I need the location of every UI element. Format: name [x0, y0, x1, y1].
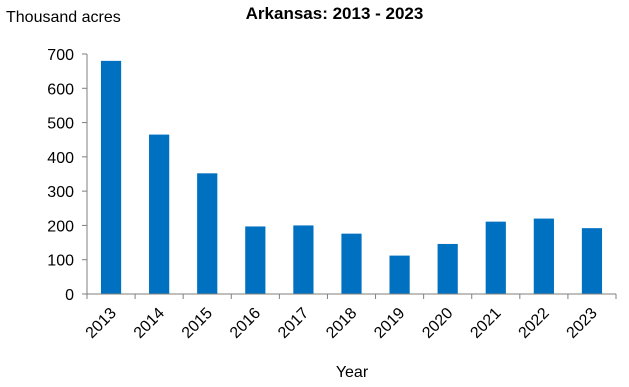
bar-2015	[197, 173, 218, 294]
y-axis: 0 100 200 300 400 500 600 700	[47, 47, 88, 304]
x-tick-label: 2016	[227, 305, 264, 342]
bar-2022	[533, 218, 554, 294]
bar-2013	[100, 60, 122, 294]
y-tick-label: 0	[65, 287, 74, 304]
chart-title: Arkansas: 2013 - 2023	[245, 4, 424, 23]
x-tick-label: 2021	[467, 305, 504, 342]
y-tick-label: 400	[47, 150, 74, 167]
x-tick-label: 2017	[275, 305, 312, 342]
bar-2021	[485, 221, 506, 294]
x-tick-label: 2022	[516, 305, 553, 342]
x-axis: 2013 2014 2015 2016 2017 2018 2019 2020 2021 2022…	[83, 293, 617, 342]
x-tick-label: 2023	[564, 305, 601, 342]
x-tick-label: 2019	[371, 305, 408, 342]
bar-2023	[581, 228, 603, 294]
x-tick-label: 2020	[419, 305, 456, 342]
y-tick-label: 700	[47, 47, 74, 64]
y-axis-unit-label: Thousand acres	[6, 9, 121, 26]
bar-2018	[341, 233, 362, 294]
bar-2016	[245, 226, 266, 294]
x-tick-label: 2014	[131, 305, 168, 342]
y-tick-label: 200	[47, 218, 74, 235]
x-tick-label: 2015	[179, 305, 216, 342]
y-tick-label: 500	[47, 116, 74, 133]
bar-2019	[389, 255, 410, 294]
bar-2017	[293, 225, 314, 294]
bar-2020	[437, 243, 458, 294]
bar-2014	[149, 134, 170, 294]
y-tick-label: 100	[47, 253, 74, 270]
x-tick-label: 2018	[323, 305, 360, 342]
y-tick-label: 600	[47, 81, 74, 98]
bars-group	[100, 60, 603, 294]
x-axis-title: Year	[335, 364, 369, 381]
x-tick-label: 2013	[83, 305, 120, 342]
y-tick-label: 300	[47, 184, 74, 201]
